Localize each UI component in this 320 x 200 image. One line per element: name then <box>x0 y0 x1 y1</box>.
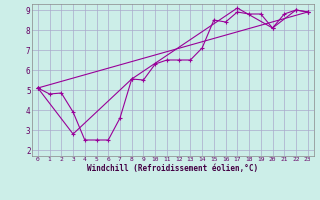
X-axis label: Windchill (Refroidissement éolien,°C): Windchill (Refroidissement éolien,°C) <box>87 164 258 173</box>
